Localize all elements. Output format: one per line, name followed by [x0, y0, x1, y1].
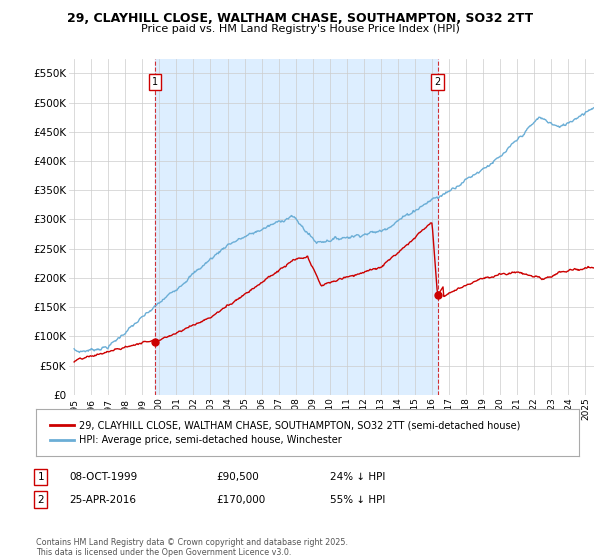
- Text: Contains HM Land Registry data © Crown copyright and database right 2025.
This d: Contains HM Land Registry data © Crown c…: [36, 538, 348, 557]
- Text: 25-APR-2016: 25-APR-2016: [69, 494, 136, 505]
- Text: 29, CLAYHILL CLOSE, WALTHAM CHASE, SOUTHAMPTON, SO32 2TT: 29, CLAYHILL CLOSE, WALTHAM CHASE, SOUTH…: [67, 12, 533, 25]
- Text: 2: 2: [37, 494, 44, 505]
- Text: 55% ↓ HPI: 55% ↓ HPI: [330, 494, 385, 505]
- Legend: 29, CLAYHILL CLOSE, WALTHAM CHASE, SOUTHAMPTON, SO32 2TT (semi-detached house), : 29, CLAYHILL CLOSE, WALTHAM CHASE, SOUTH…: [46, 416, 524, 449]
- Text: 1: 1: [37, 472, 44, 482]
- Text: Price paid vs. HM Land Registry's House Price Index (HPI): Price paid vs. HM Land Registry's House …: [140, 24, 460, 34]
- Text: £90,500: £90,500: [216, 472, 259, 482]
- Text: £170,000: £170,000: [216, 494, 265, 505]
- Bar: [155, 59, 437, 395]
- Text: 1: 1: [152, 77, 158, 87]
- Text: 2: 2: [434, 77, 440, 87]
- Text: 08-OCT-1999: 08-OCT-1999: [69, 472, 137, 482]
- Text: 24% ↓ HPI: 24% ↓ HPI: [330, 472, 385, 482]
